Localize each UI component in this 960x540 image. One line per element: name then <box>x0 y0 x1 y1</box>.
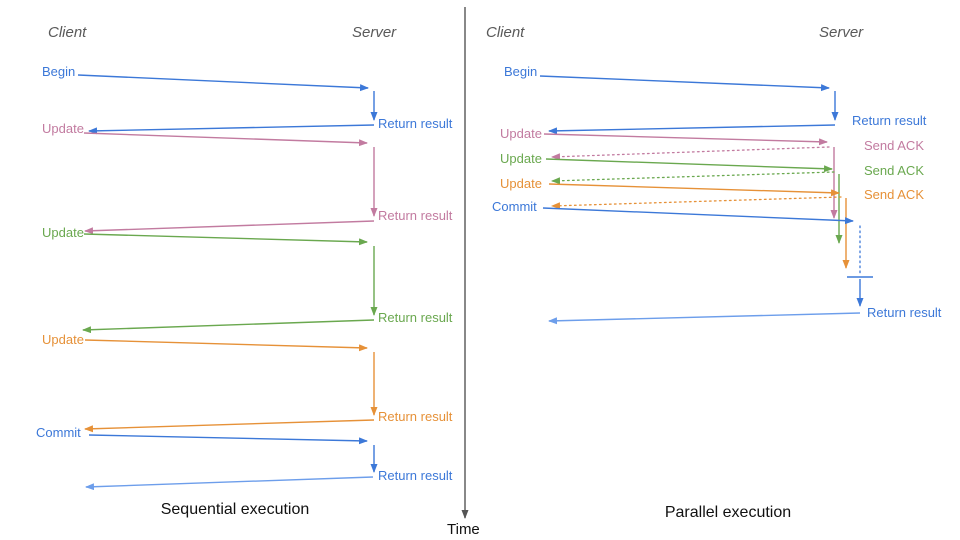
par-update2-label: Update <box>500 151 542 166</box>
sequential-panel-arrows <box>77 74 378 491</box>
par-update1-request-arrow <box>543 133 828 146</box>
par-commit-return-label: Return result <box>867 305 942 320</box>
time-axis-label: Time <box>447 521 480 538</box>
seq-update1-label: Update <box>42 121 84 136</box>
seq-commit-label: Commit <box>36 425 81 440</box>
right-client-header: Client <box>486 24 525 41</box>
par-update1-ack-label: Send ACK <box>864 138 924 153</box>
seq-update2-return-label: Return result <box>378 310 453 325</box>
seq-update1-return-label: Return result <box>378 208 453 223</box>
par-commit-label: Commit <box>492 199 537 214</box>
par-begin-label: Begin <box>504 64 538 79</box>
left-client-header: Client <box>48 24 87 41</box>
par-update2-ack-label: Send ACK <box>864 163 924 178</box>
seq-update2-return-arrow <box>82 319 375 334</box>
parallel-panel-arrows <box>539 75 873 325</box>
right-server-header: Server <box>819 24 864 41</box>
par-update3-label: Update <box>500 176 542 191</box>
seq-begin-request-arrow <box>77 74 369 92</box>
par-update1-ack-arrow <box>551 146 830 161</box>
seq-update1-request-arrow <box>83 132 368 147</box>
left-server-header: Server <box>352 24 397 41</box>
seq-begin-label: Begin <box>42 64 76 79</box>
seq-commit-return-arrow <box>85 476 374 491</box>
seq-commit-return-label: Return result <box>378 468 453 483</box>
par-begin-return-label: Return result <box>852 113 927 128</box>
par-update1-label: Update <box>500 126 542 141</box>
par-update3-request-arrow <box>548 183 840 197</box>
seq-begin-return-arrow <box>88 124 375 135</box>
par-update2-ack-arrow <box>551 171 835 185</box>
par-update2-request-arrow <box>545 158 833 173</box>
par-update3-ack-label: Send ACK <box>864 187 924 202</box>
seq-update1-return-arrow <box>84 220 375 235</box>
par-commit-request-arrow <box>542 207 854 225</box>
par-begin-request-arrow <box>539 75 830 92</box>
par-update3-ack-arrow <box>551 196 842 210</box>
seq-update2-request-arrow <box>83 233 368 246</box>
seq-update2-label: Update <box>42 225 84 240</box>
seq-update3-return-label: Return result <box>378 409 453 424</box>
par-commit-return-arrow <box>548 312 861 325</box>
seq-update3-request-arrow <box>84 339 368 352</box>
seq-begin-return-label: Return result <box>378 116 453 131</box>
seq-commit-request-arrow <box>88 434 368 445</box>
seq-update3-label: Update <box>42 332 84 347</box>
parallel-panel-title: Parallel execution <box>664 504 792 521</box>
par-begin-return-arrow <box>548 124 836 135</box>
seq-update3-return-arrow <box>84 419 375 433</box>
sequential-panel-title: Sequential execution <box>160 501 310 518</box>
